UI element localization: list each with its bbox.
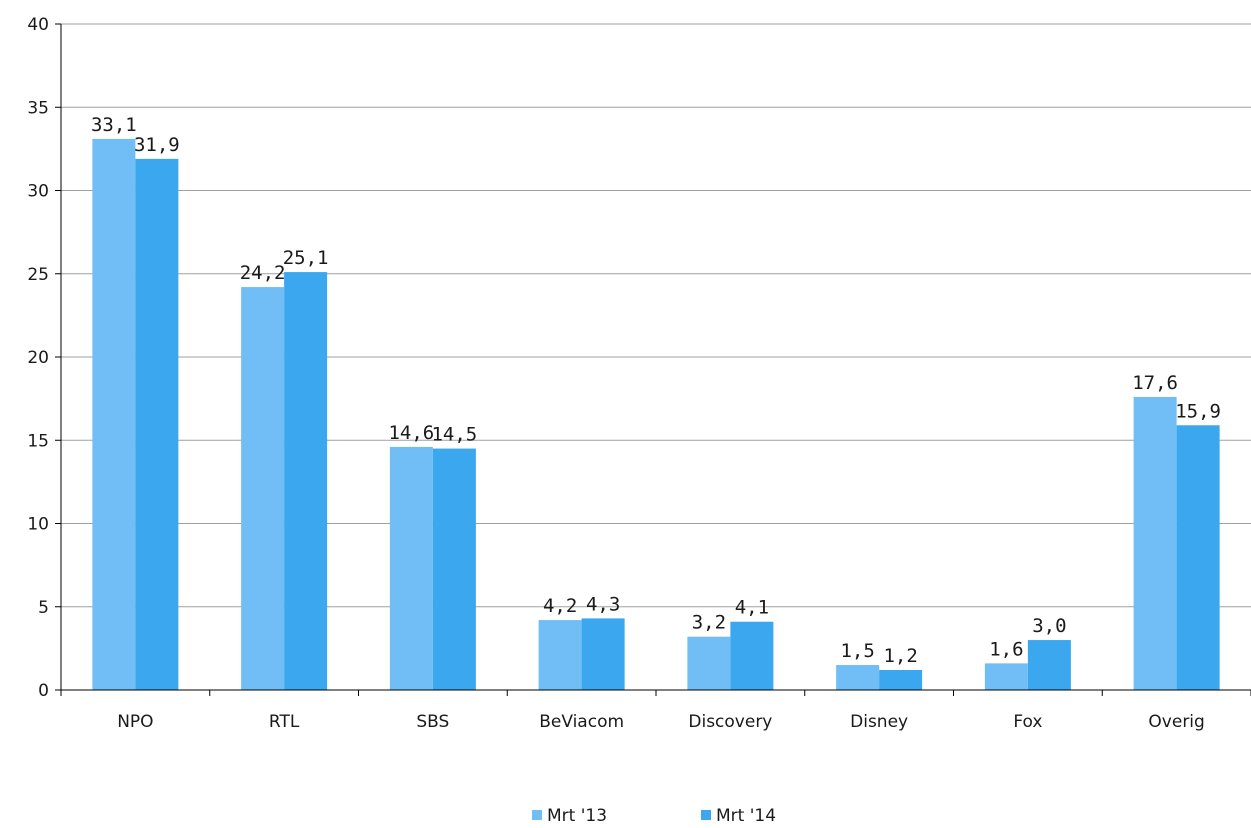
bar (730, 621, 774, 690)
y-tick-label: 0 (38, 681, 49, 701)
data-label: 4,2 (543, 595, 577, 617)
x-tick-label: Overig (1148, 712, 1204, 732)
data-label: 1,6 (989, 638, 1023, 660)
gridlines (61, 23, 1251, 608)
bar (284, 272, 328, 690)
bar (687, 636, 731, 690)
bar (984, 663, 1028, 690)
y-tick-label: 30 (27, 182, 49, 202)
axes: 0 5 10 15 20 25 30 35 40 NPO RTL SBS BeViacom Discove… (27, 15, 1251, 732)
bar (1176, 425, 1220, 690)
data-label: 3,2 (692, 612, 726, 634)
data-label: 17,6 (1132, 372, 1178, 394)
y-tick-label: 5 (38, 598, 49, 618)
bar (432, 448, 476, 690)
data-labels: 33,131,9 24,225,1 14,614,5 4,2 4,3 3,2 4,1 1,5 1… (91, 114, 1221, 667)
data-label: 4,1 (735, 597, 769, 619)
data-label: 25,1 (283, 247, 329, 269)
legend-swatch (532, 810, 542, 820)
bar (836, 665, 880, 690)
y-tick-label: 35 (27, 98, 49, 118)
bars (92, 138, 1220, 691)
data-label: 31,9 (134, 134, 180, 156)
data-label: 1,2 (883, 645, 917, 667)
y-tick-label: 15 (27, 431, 49, 451)
data-label: 33,1 (91, 114, 137, 136)
x-tick-label: Discovery (688, 712, 772, 732)
y-tick-label: 40 (27, 15, 49, 35)
data-label: 15,9 (1175, 400, 1221, 422)
x-tick-label: NPO (117, 712, 153, 732)
x-tick-label: SBS (416, 712, 449, 732)
bar (879, 670, 923, 690)
data-label: 1,5 (840, 640, 874, 662)
data-label: 3,0 (1032, 615, 1066, 637)
bar (1027, 640, 1071, 690)
x-tick-label: RTL (269, 712, 300, 732)
y-tick-label: 10 (27, 515, 49, 535)
bar (241, 287, 285, 690)
bar (538, 620, 582, 690)
legend-label: Mrt '13 (547, 806, 607, 826)
bar (135, 158, 179, 691)
y-tick-label: 20 (27, 348, 49, 368)
legend-swatch (701, 810, 711, 820)
bar (389, 446, 433, 690)
data-label: 14,6 (388, 422, 434, 444)
data-label: 14,5 (431, 424, 477, 446)
x-tick-label: Disney (850, 712, 908, 732)
legend-label: Mrt '14 (716, 806, 776, 826)
legend: Mrt '13 Mrt '14 (532, 806, 776, 826)
bar (1133, 396, 1177, 690)
y-tick-label: 25 (27, 265, 49, 285)
bar (581, 618, 625, 690)
x-tick-label: BeViacom (539, 712, 624, 732)
x-tick-label: Fox (1013, 712, 1042, 732)
data-label: 4,3 (586, 593, 620, 615)
data-label: 24,2 (240, 262, 286, 284)
bar (92, 138, 136, 690)
